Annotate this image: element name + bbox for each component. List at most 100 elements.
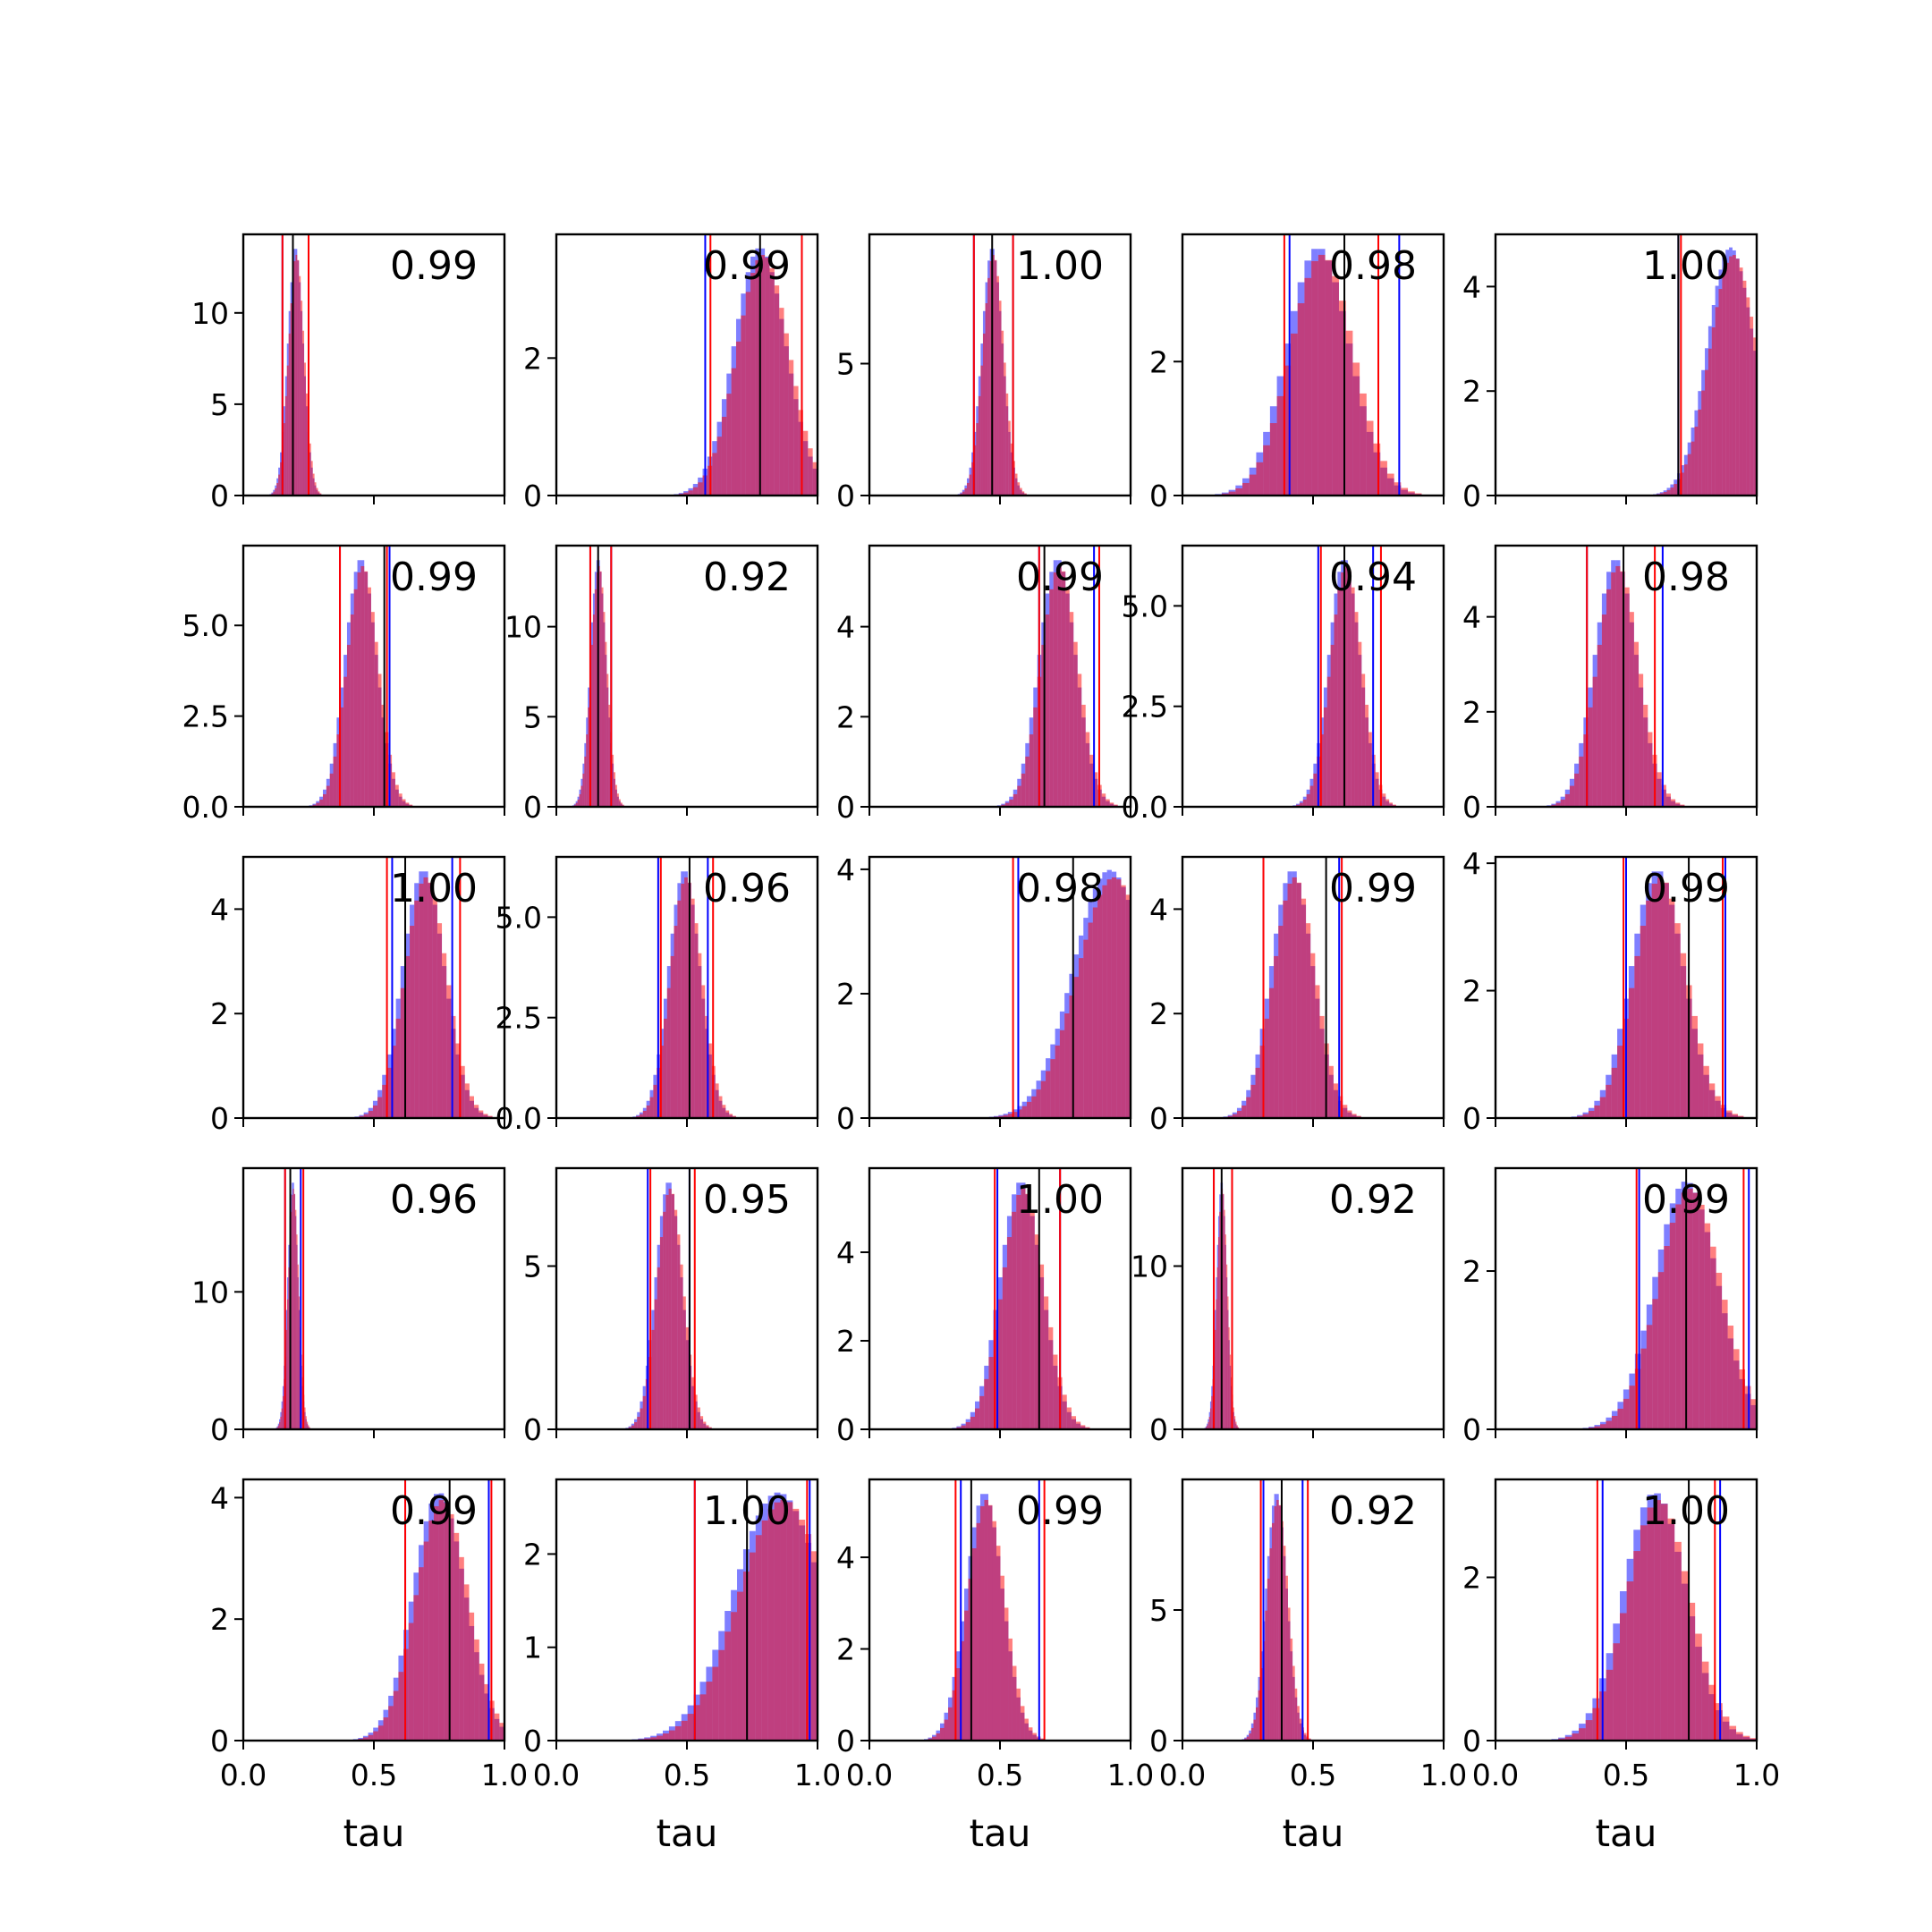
histogram-bar-red bbox=[1683, 464, 1688, 496]
histogram-bar-red bbox=[1666, 490, 1671, 496]
histogram-bar-red bbox=[1352, 1114, 1357, 1118]
histogram-bar-red bbox=[988, 1357, 994, 1429]
y-tick-label: 5 bbox=[523, 699, 542, 734]
histogram-bar-red bbox=[1249, 1733, 1251, 1741]
histogram-bar-red bbox=[716, 436, 722, 496]
histogram-bar-red bbox=[1021, 491, 1025, 496]
histogram-bar-red bbox=[357, 572, 361, 807]
histogram-bar-red bbox=[1255, 1067, 1260, 1118]
histogram-bar-red bbox=[1592, 676, 1597, 807]
histogram-bar-red bbox=[984, 1499, 988, 1741]
histogram-bar-red bbox=[393, 1690, 399, 1741]
histogram-bar-red bbox=[1007, 1114, 1013, 1118]
histogram-bar-red bbox=[1665, 793, 1671, 807]
histogram-bar-red bbox=[1729, 256, 1733, 496]
y-tick-label: 5 bbox=[1149, 1593, 1168, 1628]
histogram-bar-red bbox=[1599, 1424, 1606, 1429]
histogram-bar-red bbox=[1646, 1325, 1653, 1429]
histogram-bar-red bbox=[314, 482, 317, 496]
histogram-bar-red bbox=[1217, 1237, 1220, 1429]
histogram-bar-red bbox=[460, 1065, 465, 1118]
histogram-bar-red bbox=[646, 1105, 650, 1118]
histogram-bar-red bbox=[1246, 1097, 1251, 1118]
histogram-bar-red bbox=[1648, 732, 1653, 807]
y-tick-label: 5 bbox=[836, 347, 855, 382]
histogram-bar-red bbox=[285, 1329, 288, 1429]
histogram-bar-red bbox=[961, 1425, 966, 1429]
histogram-bar-red bbox=[1057, 565, 1062, 807]
histogram-bar-red bbox=[1009, 799, 1013, 807]
histogram-bar-red bbox=[1366, 420, 1374, 496]
histogram-bar-red bbox=[694, 1394, 698, 1429]
histogram-bar-red bbox=[1661, 784, 1666, 807]
histogram-bar-red bbox=[1732, 1114, 1738, 1118]
y-tick-label: 2 bbox=[210, 996, 229, 1031]
histogram-bar-red bbox=[1716, 1272, 1723, 1429]
y-tick-label: 2.5 bbox=[182, 699, 229, 734]
histogram-bar-red bbox=[731, 368, 736, 496]
histogram-bar-red bbox=[677, 900, 682, 1118]
subplot-2-5: 0.98 0 2 4 bbox=[1462, 544, 1758, 825]
histogram-bar-red bbox=[395, 1018, 401, 1118]
histogram-bar-red bbox=[297, 1264, 299, 1429]
histogram-bar-red bbox=[423, 877, 428, 1118]
histogram-bar-red bbox=[1408, 491, 1415, 496]
histogram-bar-red bbox=[1034, 1234, 1039, 1429]
histogram-bar-red bbox=[1722, 1716, 1730, 1741]
histogram-bar-red bbox=[392, 772, 395, 807]
histogram-bar-red bbox=[1660, 1504, 1668, 1741]
y-tick-label: 2 bbox=[836, 1324, 855, 1359]
histogram-bar-red bbox=[733, 1115, 736, 1118]
histogram-bar-red bbox=[978, 395, 981, 496]
histogram-bar-red bbox=[735, 341, 741, 496]
histogram-bar-red bbox=[1215, 1329, 1216, 1429]
histogram-bar-red bbox=[446, 985, 452, 1118]
histogram-bar-red bbox=[1228, 1326, 1230, 1429]
x-tick-label: 1.0 bbox=[1420, 1758, 1467, 1792]
histogram-bar-red bbox=[788, 360, 794, 496]
y-tick-label: 0 bbox=[1149, 479, 1168, 513]
x-tick-label: 0.0 bbox=[220, 1758, 267, 1792]
histogram-bar-red bbox=[310, 461, 313, 496]
histogram-bar-red bbox=[1016, 1688, 1021, 1741]
histogram-bar-red bbox=[970, 1416, 975, 1429]
histogram-bar-red bbox=[442, 953, 447, 1118]
annotation-value: 0.99 bbox=[703, 243, 791, 289]
histogram-bar-red bbox=[1004, 802, 1010, 807]
histogram-bar-red bbox=[1613, 1643, 1620, 1741]
subplot-3-3: 0.98 0 2 4 bbox=[836, 852, 1132, 1136]
histogram-bar-red bbox=[409, 804, 413, 807]
histogram-bar-red bbox=[1564, 1736, 1572, 1741]
histogram-bar-red bbox=[1674, 923, 1681, 1118]
histogram-bar-red bbox=[1263, 445, 1270, 496]
histogram-bar-red bbox=[1341, 572, 1345, 807]
histogram-bar-red bbox=[606, 674, 609, 807]
histogram-bar-red bbox=[1654, 1500, 1661, 1741]
histogram-bar-red bbox=[432, 898, 437, 1118]
y-tick-label: 2 bbox=[836, 977, 855, 1012]
histogram-bar-red bbox=[1246, 1736, 1250, 1741]
histogram-bar-red bbox=[980, 365, 983, 496]
histogram-bar-red bbox=[410, 926, 415, 1118]
y-tick-label: 0 bbox=[210, 1724, 229, 1758]
y-tick-label: 4 bbox=[1462, 269, 1481, 304]
histogram-bar-red bbox=[936, 1733, 941, 1741]
y-tick-label: 2 bbox=[1462, 695, 1481, 730]
histogram-bar-red bbox=[1611, 572, 1616, 807]
histogram-bar-red bbox=[662, 1733, 669, 1741]
histogram-bar-red bbox=[703, 1421, 707, 1429]
histogram-bar-red bbox=[306, 1421, 309, 1429]
histogram-bar-red bbox=[444, 1503, 449, 1741]
x-axis-label: tau bbox=[343, 1811, 405, 1855]
subplot-3-4: 0.99 0 2 4 bbox=[1149, 855, 1445, 1136]
histogram-bar-red bbox=[1737, 1115, 1744, 1118]
histogram-bar-red bbox=[1274, 1505, 1277, 1741]
histogram-bar-red bbox=[1695, 1633, 1702, 1741]
y-tick-label: 0 bbox=[523, 790, 542, 825]
histogram-bar-red bbox=[1031, 1096, 1037, 1118]
y-tick-label: 5.0 bbox=[182, 608, 229, 643]
histogram-bar-red bbox=[391, 1046, 396, 1118]
histogram-bar-red bbox=[1046, 1071, 1051, 1118]
histogram-bar-red bbox=[479, 1663, 485, 1741]
histogram-bar-red bbox=[1606, 1420, 1612, 1429]
